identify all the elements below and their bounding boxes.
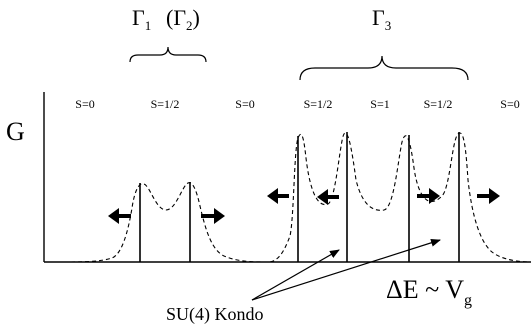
spin-label-s0-left: S=0	[75, 97, 94, 111]
shift-arrow-left-1	[108, 208, 131, 224]
conductance-curve	[63, 132, 531, 263]
shift-arrow-right-2	[417, 188, 440, 204]
spin-label-s12-left: S=1/2	[151, 97, 180, 111]
kondo-pointer-2	[251, 238, 441, 301]
shift-arrow-left-3	[317, 189, 339, 205]
spin-label-s0-middle: S=0	[235, 97, 254, 111]
gamma2-label: (Γ2)	[166, 5, 200, 33]
shift-arrow-right-1	[201, 208, 225, 224]
shift-arrow-left-2	[267, 188, 289, 204]
spin-label-s1: S=1	[370, 97, 389, 111]
kondo-label: SU(4) Kondo	[166, 304, 264, 325]
gamma-brace-left	[129, 46, 207, 63]
gamma1-label: Γ1	[132, 5, 151, 33]
kondo-pointer-1	[251, 249, 340, 301]
spin-label-s12-a: S=1/2	[304, 97, 333, 111]
shift-arrow-right-3	[477, 188, 500, 204]
spin-label-s12-b: S=1/2	[424, 97, 453, 111]
y-axis-label: G	[6, 117, 25, 146]
gamma3-label: Γ3	[372, 5, 391, 33]
spin-label-s0-right: S=0	[500, 97, 519, 111]
x-axis-label: ΔE ~ Vg	[386, 275, 472, 309]
gamma-brace-right	[299, 55, 469, 81]
